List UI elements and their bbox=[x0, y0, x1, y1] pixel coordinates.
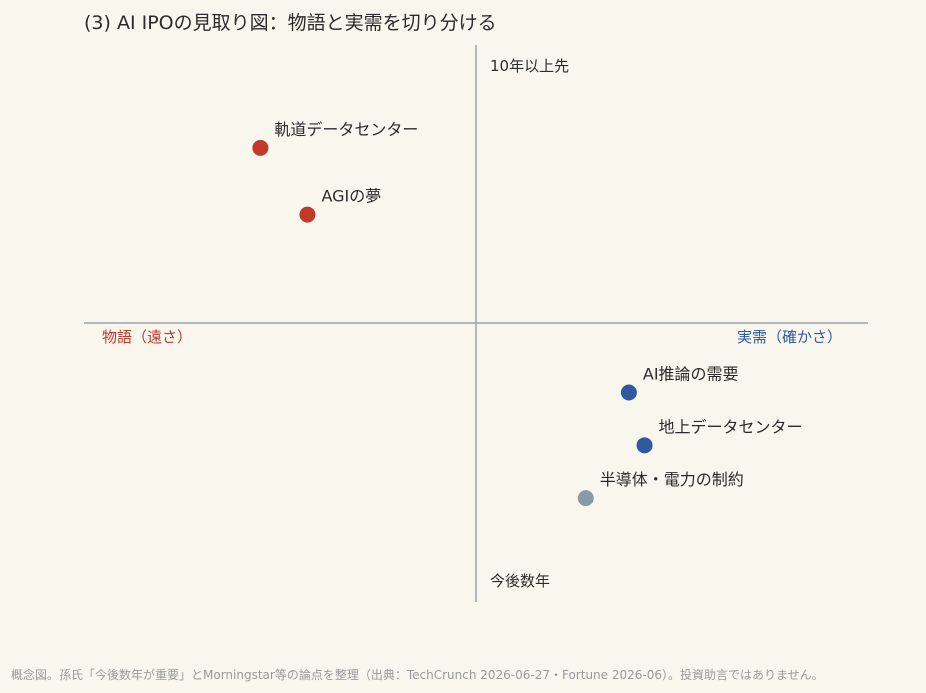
chart-title: (3) AI IPOの見取り図：物語と実需を切り分ける bbox=[84, 12, 497, 34]
footer-note: 概念図。孫氏「今後数年が重要」とMorningstar等の論点を整理（出典：Te… bbox=[11, 668, 824, 682]
data-point bbox=[577, 490, 594, 507]
axis-label-x-right: 実需（確かさ） bbox=[737, 328, 842, 346]
axis-label-y-bottom: 今後数年 bbox=[490, 572, 550, 590]
data-point-label: AI推論の需要 bbox=[643, 365, 739, 384]
axis-label-y-top: 10年以上先 bbox=[490, 57, 569, 75]
data-point bbox=[636, 437, 653, 454]
data-point-label: 軌道データセンター bbox=[274, 120, 418, 139]
data-point bbox=[620, 384, 637, 401]
data-point-label: AGIの夢 bbox=[321, 187, 381, 206]
data-point bbox=[299, 206, 316, 223]
axis-label-x-left: 物語（遠さ） bbox=[102, 328, 192, 346]
data-point-label: 半導体・電力の制約 bbox=[600, 470, 744, 489]
data-point-label: 地上データセンター bbox=[659, 417, 803, 436]
data-point bbox=[252, 139, 269, 156]
